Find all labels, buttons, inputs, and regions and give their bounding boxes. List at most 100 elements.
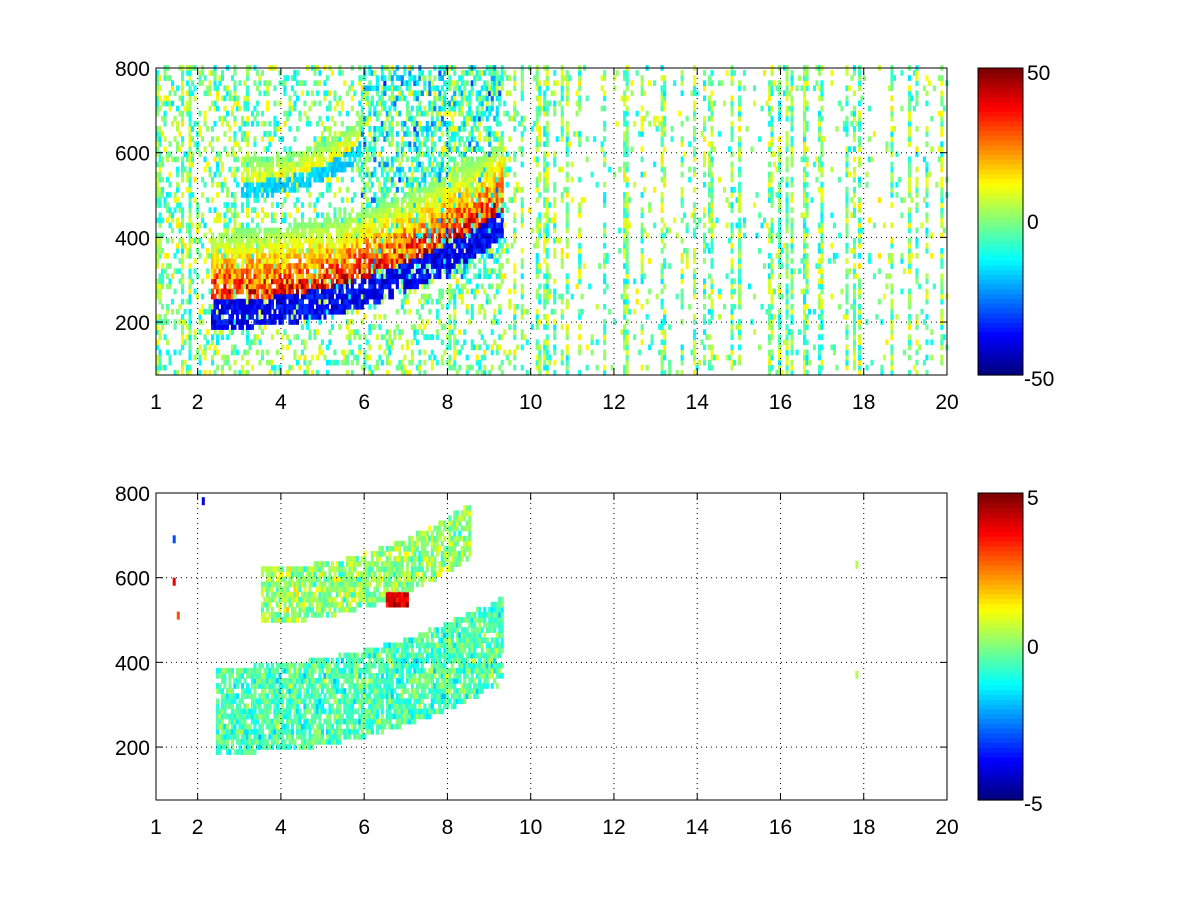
heatmap-cell (595, 181, 599, 188)
heatmap-cell (373, 253, 377, 259)
heatmap-cell (433, 242, 437, 249)
heatmap-cell (538, 263, 542, 269)
heatmap-cell (488, 90, 492, 97)
heatmap-cell (215, 314, 219, 320)
heatmap-cell (253, 293, 257, 300)
heatmap-cell (355, 136, 359, 142)
heatmap-cell (223, 248, 227, 254)
heatmap-cell (623, 303, 627, 310)
heatmap-cell (603, 349, 607, 356)
heatmap-cell (298, 258, 302, 264)
heatmap-cell (513, 151, 517, 158)
heatmap-cell (498, 187, 502, 193)
heatmap-cell (408, 232, 412, 239)
heatmap-cell (181, 110, 185, 117)
heatmap-cell (240, 187, 244, 193)
heatmap-cell (243, 232, 247, 239)
heatmap-cell (188, 334, 192, 340)
heatmap-cell (358, 222, 362, 229)
heatmap-cell (263, 171, 267, 178)
heatmap-cell (188, 293, 192, 300)
heatmap-cell (468, 207, 472, 213)
heatmap-cell (578, 212, 582, 219)
heatmap-cell (325, 227, 329, 234)
heatmap-cell (463, 258, 467, 264)
heatmap-cell (198, 308, 202, 315)
heatmap-cell (265, 283, 269, 290)
heatmap-cell (433, 166, 437, 173)
heatmap-cell (188, 329, 192, 335)
heatmap-cell (238, 126, 242, 132)
heatmap-cell (535, 253, 539, 259)
heatmap-cell (440, 232, 444, 239)
heatmap-cell (373, 273, 377, 280)
heatmap-cell (225, 263, 229, 269)
heatmap-cell (263, 176, 267, 183)
heatmap-cell (418, 151, 422, 158)
heatmap-cell (535, 75, 539, 81)
heatmap-cell (260, 258, 264, 264)
heatmap-cell (405, 181, 409, 188)
heatmap-cell (428, 212, 432, 219)
heatmap-cell (433, 181, 437, 188)
heatmap-cell (255, 308, 259, 315)
heatmap-cell (433, 354, 437, 361)
heatmap-cell (480, 283, 484, 290)
heatmap-cell (158, 314, 162, 320)
heatmap-cell (283, 181, 287, 188)
heatmap-cell (298, 298, 302, 305)
heatmap-cell (218, 171, 222, 178)
heatmap-cell (525, 308, 529, 315)
heatmap-cell (443, 248, 447, 254)
heatmap-cell (490, 161, 494, 168)
heatmap-cell (390, 75, 394, 81)
heatmap-cell (280, 293, 284, 300)
heatmap-cell (193, 268, 197, 274)
heatmap-cell (443, 258, 447, 264)
heatmap-cell (220, 268, 224, 274)
heatmap-cell (235, 303, 239, 310)
heatmap-cell (405, 227, 409, 234)
heatmap-cell (400, 344, 404, 351)
heatmap-cell (475, 90, 479, 97)
heatmap-cell (213, 80, 217, 86)
heatmap-cell (260, 110, 264, 117)
heatmap-cell (495, 120, 499, 127)
heatmap-cell (278, 70, 282, 76)
heatmap-cell (330, 70, 334, 76)
heatmap-cell (503, 349, 507, 356)
heatmap-cell (458, 329, 462, 335)
heatmap-cell (408, 70, 412, 76)
heatmap-cell (233, 303, 237, 310)
heatmap-cell (166, 217, 170, 224)
heatmap-cell (623, 293, 627, 300)
heatmap-cell (513, 197, 517, 203)
heatmap-cell (460, 151, 464, 158)
heatmap-cell (453, 95, 457, 102)
heatmap-cell (375, 293, 379, 300)
heatmap-cell (323, 136, 327, 142)
heatmap-cell (535, 344, 539, 351)
heatmap-cell (535, 288, 539, 295)
heatmap-cell (213, 237, 217, 244)
heatmap-cell (495, 227, 499, 234)
heatmap-cell (228, 273, 232, 280)
heatmap-cell (375, 126, 379, 132)
heatmap-cell (410, 359, 414, 366)
heatmap-cell (403, 70, 407, 76)
heatmap-cell (353, 278, 357, 285)
heatmap-cell (545, 278, 549, 285)
heatmap-cell (233, 268, 237, 274)
heatmap-cell (500, 80, 504, 86)
heatmap-cell (213, 85, 217, 92)
heatmap-cell (438, 207, 442, 213)
heatmap-cell (328, 268, 332, 274)
heatmap-cell (453, 227, 457, 234)
heatmap-cell (335, 100, 339, 107)
heatmap-cell (253, 151, 257, 158)
heatmap-cell (360, 85, 364, 92)
heatmap-cell (368, 263, 372, 269)
heatmap-cell (191, 126, 195, 132)
heatmap-cell (193, 95, 197, 102)
heatmap-cell (470, 344, 474, 351)
